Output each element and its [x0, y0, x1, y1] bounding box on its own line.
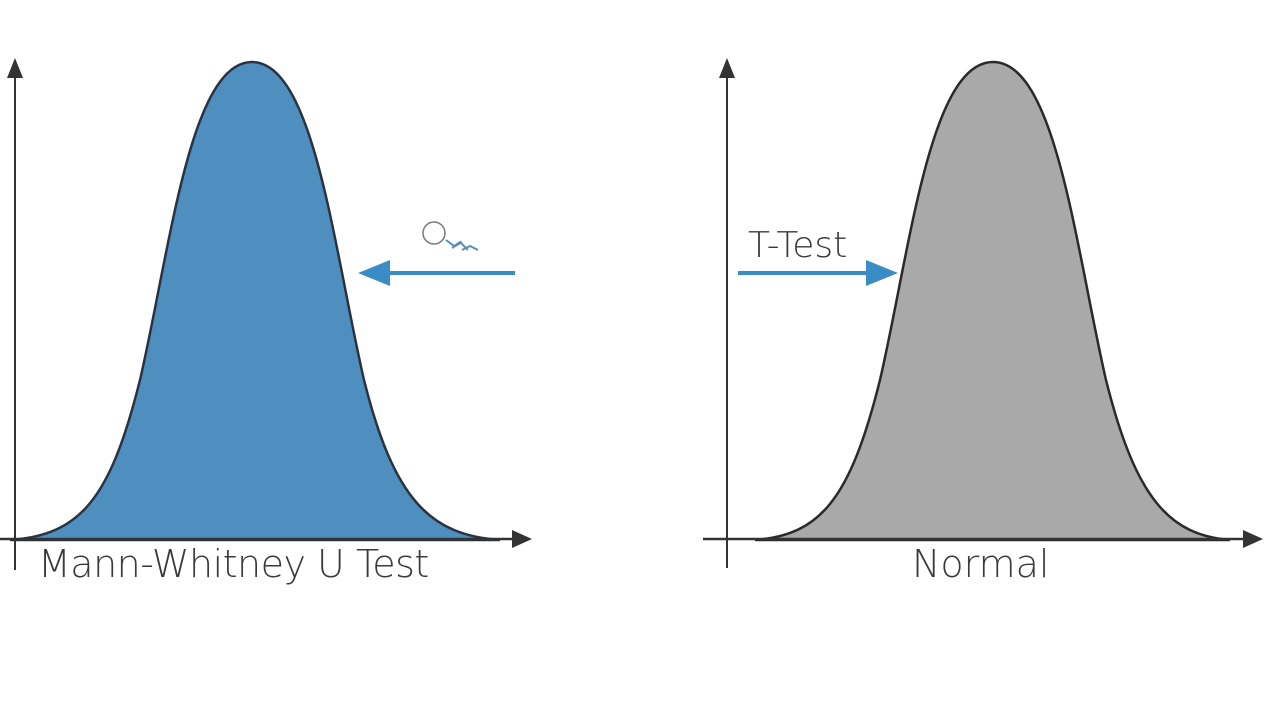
left-bell-curve: [9, 60, 501, 542]
right-y-axis: [719, 58, 735, 568]
normal-label: Normal: [912, 542, 1050, 586]
right-x-axis: [703, 530, 1263, 548]
left-y-axis: [7, 58, 23, 570]
t-test-label: T-Test: [748, 225, 848, 266]
left-arrow-icon: [358, 260, 515, 286]
left-x-axis: [0, 530, 532, 548]
mann-whitney-label: Mann-Whitney U Test: [38, 542, 429, 586]
scribble-annotation-icon: [422, 221, 479, 251]
right-arrow-icon: [738, 260, 898, 286]
right-bell-curve: [754, 60, 1231, 542]
